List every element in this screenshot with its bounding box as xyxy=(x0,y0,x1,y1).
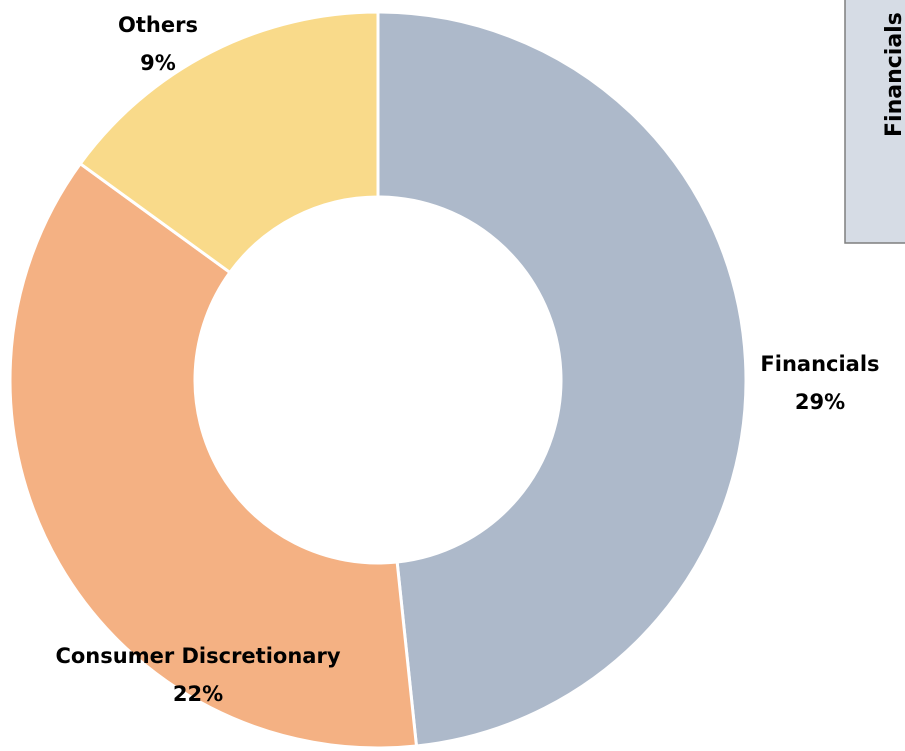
value-label: 29% xyxy=(794,390,846,414)
category-label: Financials xyxy=(760,352,880,376)
donut-slice xyxy=(8,161,419,750)
data-label: Others 9% xyxy=(108,6,208,82)
category-label: Others xyxy=(118,13,198,37)
category-label: Consumer Discretionary xyxy=(55,644,341,668)
side-label: Financials xyxy=(882,12,905,137)
donut-slice xyxy=(376,10,748,748)
data-label: Consumer Discretionary 22% xyxy=(53,637,343,713)
value-label: 9% xyxy=(140,51,176,75)
data-label: Financials 29% xyxy=(745,345,895,421)
donut-slice xyxy=(78,10,380,275)
value-label: 22% xyxy=(172,682,224,706)
side-box xyxy=(844,0,905,244)
